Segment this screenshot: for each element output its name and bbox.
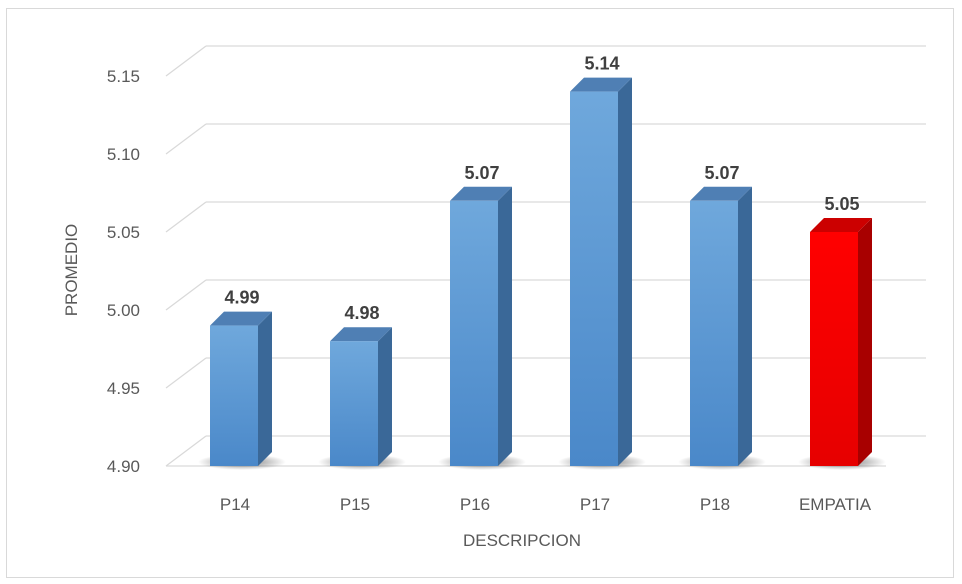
bar-front bbox=[810, 232, 858, 466]
data-label: 5.14 bbox=[584, 54, 619, 74]
x-axis-ticks: P14 P15 P16 P17 P18 EMPATIA bbox=[220, 495, 872, 514]
bar-empatia: 5.05 bbox=[798, 194, 886, 470]
x-tick-label: P17 bbox=[580, 495, 610, 514]
y-tick-label: 5.05 bbox=[107, 223, 140, 242]
y-tick-label: 5.15 bbox=[107, 67, 140, 86]
x-axis-title: DESCRIPCION bbox=[463, 531, 581, 550]
y-tick-label: 4.95 bbox=[107, 379, 140, 398]
bar-top bbox=[570, 77, 632, 92]
bar-side bbox=[498, 186, 512, 467]
bar-p18: 5.07 bbox=[678, 163, 766, 470]
bar-top bbox=[810, 218, 872, 232]
bar-p15: 4.98 bbox=[318, 303, 406, 470]
x-tick-label: P15 bbox=[340, 495, 370, 514]
data-label: 5.05 bbox=[824, 194, 859, 214]
data-label: 5.07 bbox=[704, 163, 739, 183]
bar-side bbox=[258, 311, 272, 466]
x-tick-label: EMPATIA bbox=[799, 495, 872, 514]
bar-front bbox=[210, 325, 258, 466]
bars: 4.99 4.98 5.07 5.14 5.07 5.05 bbox=[198, 54, 886, 470]
bar-p16: 5.07 bbox=[438, 163, 526, 470]
gridline-depth bbox=[165, 123, 207, 155]
bar-front bbox=[570, 91, 618, 466]
y-tick-label: 5.00 bbox=[107, 301, 140, 320]
y-tick-label: 5.10 bbox=[107, 145, 140, 164]
gridline-depth bbox=[165, 45, 207, 77]
bar-side bbox=[858, 218, 872, 466]
gridline-depth bbox=[165, 201, 207, 233]
y-axis-title: PROMEDIO bbox=[62, 224, 81, 317]
bar-top bbox=[690, 186, 752, 201]
grid-lines bbox=[165, 45, 926, 467]
bar-p17: 5.14 bbox=[558, 54, 646, 470]
bar-front bbox=[330, 341, 378, 466]
data-label: 4.99 bbox=[224, 288, 259, 308]
gridline-depth bbox=[165, 279, 207, 311]
bar-top bbox=[450, 186, 512, 201]
data-label: 5.07 bbox=[464, 163, 499, 183]
bar-side bbox=[738, 186, 752, 467]
x-tick-label: P18 bbox=[700, 495, 730, 514]
x-tick-label: P16 bbox=[460, 495, 490, 514]
y-axis-ticks: 4.90 4.95 5.00 5.05 5.10 5.15 bbox=[107, 67, 140, 476]
bar-front bbox=[450, 200, 498, 467]
y-tick-label: 4.90 bbox=[107, 457, 140, 476]
bar-side bbox=[618, 77, 632, 466]
bar-top bbox=[210, 311, 272, 326]
bar-side bbox=[378, 327, 392, 466]
gridline-depth bbox=[165, 357, 207, 389]
data-label: 4.98 bbox=[344, 303, 379, 323]
x-tick-label: P14 bbox=[220, 495, 250, 514]
gridline-depth bbox=[165, 435, 207, 467]
bar-top bbox=[330, 327, 392, 342]
bar-front bbox=[690, 200, 738, 467]
bar-p14: 4.99 bbox=[198, 288, 286, 470]
